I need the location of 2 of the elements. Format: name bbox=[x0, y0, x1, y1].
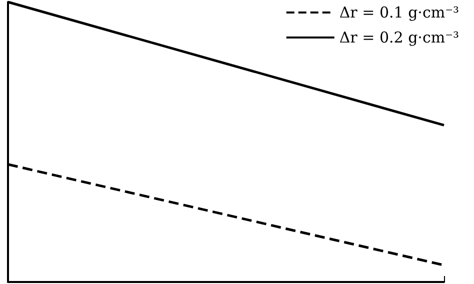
legend-label: Δr = 0.1 g·cm⁻³ bbox=[339, 4, 459, 22]
legend-label: Δr = 0.2 g·cm⁻³ bbox=[339, 28, 459, 46]
